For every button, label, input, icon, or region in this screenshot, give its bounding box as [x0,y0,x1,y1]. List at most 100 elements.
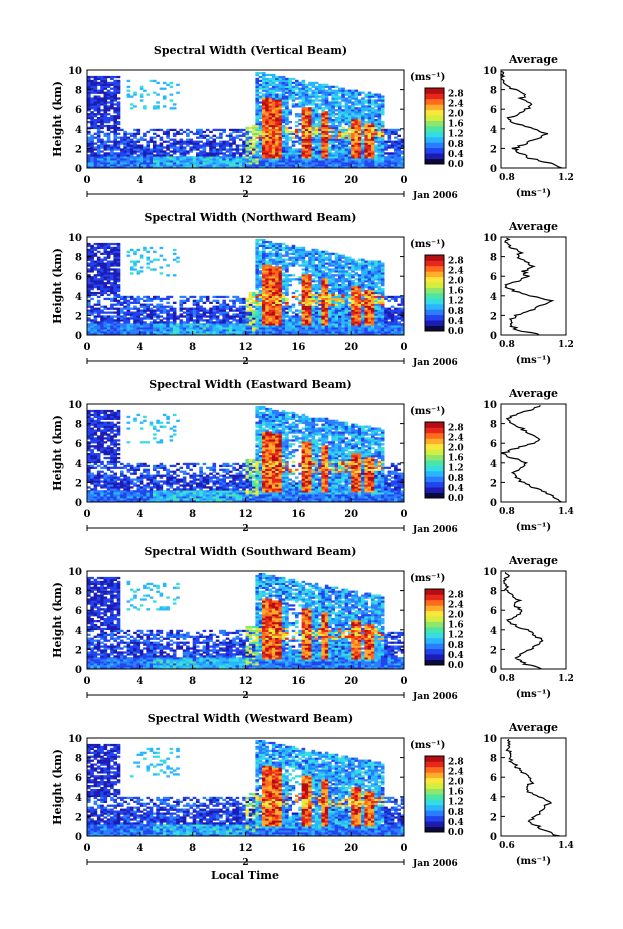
heatmap-cell [262,148,266,151]
heatmap-cell [156,164,160,167]
heatmap-cell [113,323,117,326]
heatmap-cell [301,313,306,316]
heatmap-cell [265,325,269,328]
heatmap-cell [328,128,332,132]
heatmap-cell [281,126,286,130]
heatmap-cell [146,140,150,143]
heatmap-cell [106,107,111,110]
heatmap-cell [126,89,131,92]
heatmap-cell [354,91,359,94]
heatmap-cell [371,99,375,102]
heatmap-cell [285,262,289,265]
heatmap-cell [219,132,223,135]
heatmap-cell [394,132,398,135]
heatmap-cell [275,256,279,259]
heatmap-cell [129,311,134,314]
heatmap-cell [321,89,325,92]
heatmap-cell [90,246,94,250]
heatmap-cell [103,154,108,157]
heatmap-cell [162,81,167,85]
heatmap-cell [93,87,98,90]
heatmap-cell [321,87,325,90]
heatmap-cell [318,85,322,88]
heatmap-cell [347,138,352,141]
heatmap-cell [318,319,322,322]
heatmap-cell [205,128,210,132]
heatmap-cell [245,138,250,141]
heatmap-cell [328,331,332,334]
heatmap-cell [169,128,174,132]
heatmap-cell [255,128,259,132]
panel-title: Spectral Width (Vertical Beam) [154,44,347,57]
heatmap-cell [133,128,137,132]
heatmap-cell [285,148,289,151]
heatmap-cell [321,95,325,98]
heatmap-cell [153,142,157,145]
heatmap-cell [390,152,395,155]
heatmap-cell [377,126,382,130]
heatmap-cell [106,93,111,96]
heatmap-cell [248,293,253,297]
heatmap-cell [103,162,108,165]
heatmap-cell [371,156,375,159]
heatmap-cell [265,288,269,291]
heatmap-cell [334,134,339,137]
heatmap-cell [288,333,292,336]
heatmap-cell [295,130,299,134]
heatmap-cell [149,162,154,165]
heatmap-cell [153,144,157,147]
heatmap-cell [288,91,292,94]
heatmap-cell [136,130,141,134]
heatmap-cell [166,148,170,151]
heatmap-cell [126,156,131,159]
heatmap-cell [90,142,94,145]
heatmap-cell [265,154,269,157]
heatmap-cell [96,130,101,134]
heatmap-cell [149,148,154,151]
heatmap-cell [285,132,289,135]
heatmap-cell [275,295,279,299]
heatmap-cell [133,250,137,253]
heatmap-cell [93,315,98,318]
heatmap-cell [245,331,250,334]
heatmap-cell [110,327,114,330]
heatmap-cell [255,83,259,86]
heatmap-cell [212,331,217,334]
heatmap-cell [113,79,117,83]
heatmap-cell [189,327,193,330]
heatmap-cell [222,333,226,336]
heatmap-cell [120,164,124,167]
heatmap-cell [338,158,342,161]
heatmap-cell [202,333,207,336]
heatmap-cell [321,333,325,336]
heatmap-cell [318,126,322,130]
heatmap-cell [186,307,190,310]
heatmap-cell [271,313,276,316]
colorbar-swatch [425,126,444,132]
heatmap-cell [377,115,382,118]
heatmap-cell [344,148,349,151]
heatmap-cell [90,307,94,310]
heatmap-cell [331,144,335,147]
heatmap-cell [100,140,104,143]
heatmap-cell [278,138,283,141]
heatmap-cell [278,309,283,312]
heatmap-cell [308,109,312,112]
heatmap-cell [103,319,108,322]
heatmap-cell [351,105,355,108]
heatmap-cell [271,124,276,128]
heatmap-cell [93,276,98,279]
heatmap-cell [202,130,207,134]
heatmap-cell [301,105,306,108]
heatmap-cell [321,93,325,96]
heatmap-cell [166,311,170,314]
heatmap-cell [341,280,345,283]
heatmap-cell [271,303,276,306]
heatmap-cell [367,111,372,114]
heatmap-cell [361,97,365,100]
heatmap-cell [285,121,289,124]
heatmap-cell [126,327,131,330]
heatmap-cell [116,154,121,157]
heatmap-cell [271,136,276,139]
heatmap-cell [126,319,131,322]
